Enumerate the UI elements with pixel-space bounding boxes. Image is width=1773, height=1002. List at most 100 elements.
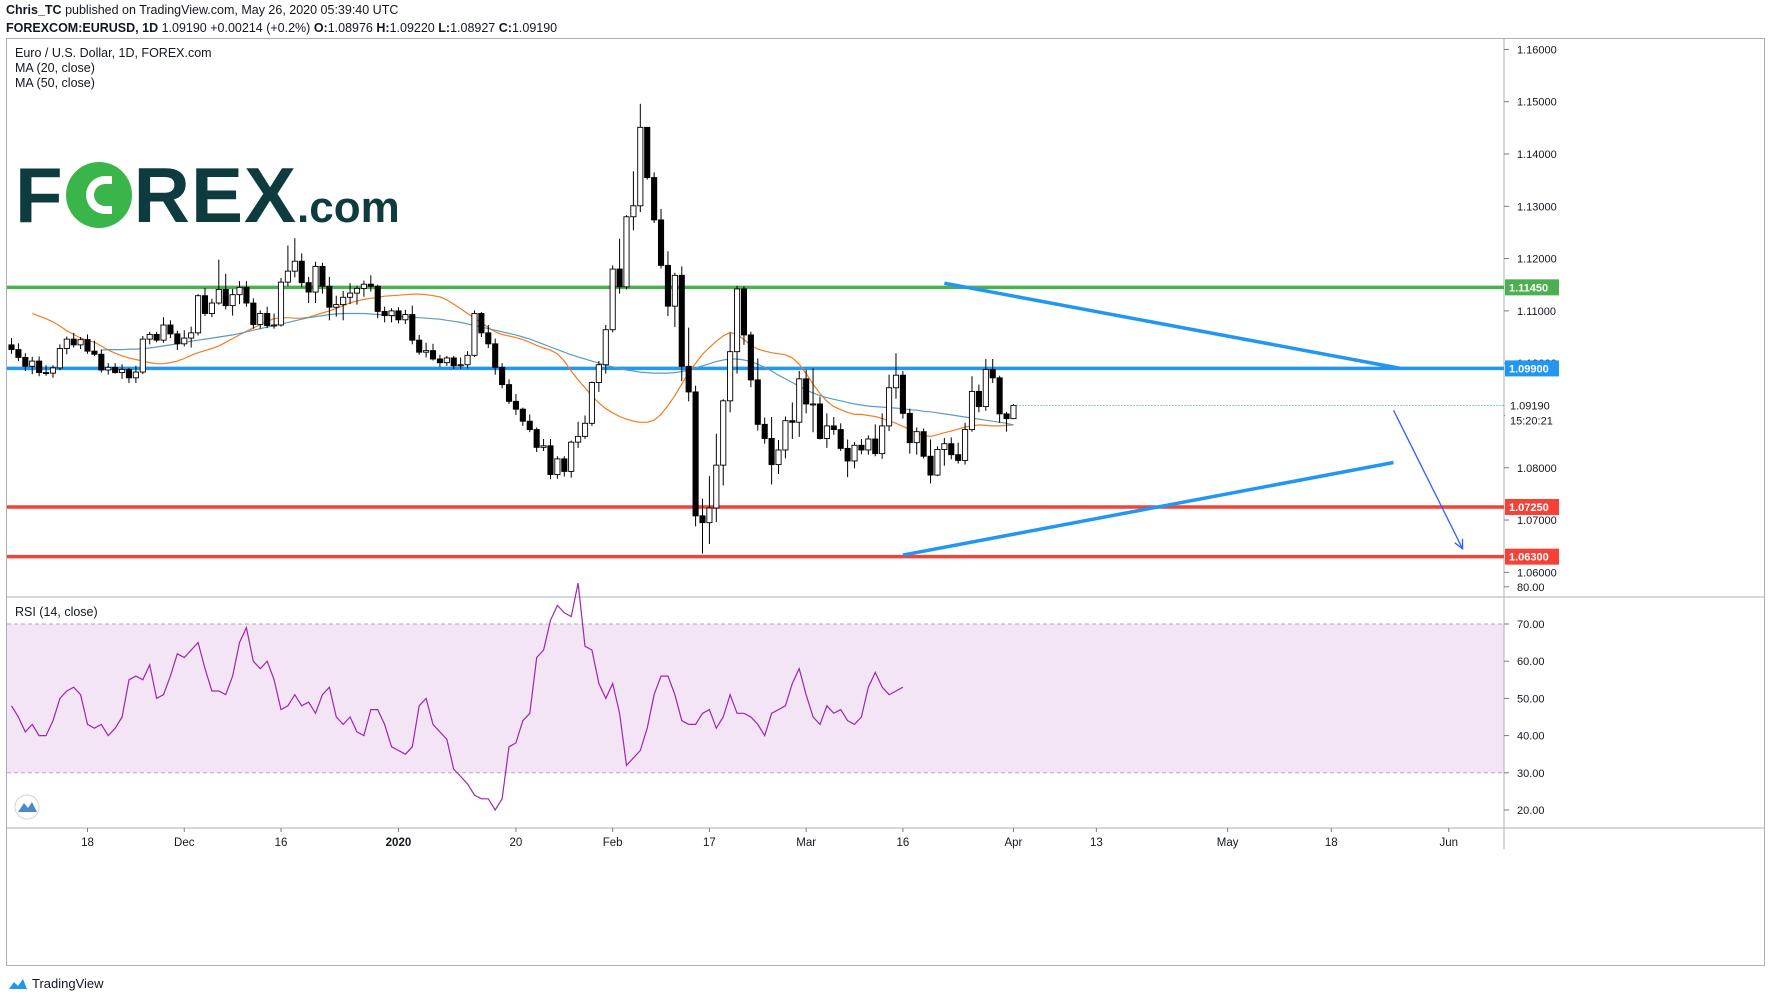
candle-up	[581, 422, 589, 437]
rsi-tick-label: 80.00	[1517, 582, 1545, 594]
candle-down	[657, 219, 665, 266]
candle-down	[651, 177, 658, 221]
candle-up	[865, 438, 872, 451]
candle-down	[644, 126, 651, 178]
candle-down	[872, 438, 879, 455]
candle-down	[429, 350, 437, 360]
candle-up	[423, 350, 430, 353]
candle-down	[975, 390, 982, 408]
candle-down	[243, 286, 250, 304]
published-text: published on TradingView.com, May 26, 20…	[65, 3, 399, 17]
level-price-label: 1.09900	[1509, 363, 1549, 375]
tv-watermark-glyph	[18, 802, 37, 812]
level-price-label: 1.06300	[1509, 552, 1549, 564]
candle-up	[236, 286, 243, 296]
candle-down	[167, 324, 174, 335]
candle-up	[823, 425, 830, 439]
last-price-label: 1.09190	[1510, 401, 1550, 413]
candle-down	[395, 310, 402, 321]
candle-up	[796, 378, 803, 423]
open-label: O:	[313, 21, 328, 35]
candle-up	[720, 400, 727, 466]
price-tick-label: 1.14000	[1517, 149, 1557, 161]
price-tick-label: 1.13000	[1517, 201, 1557, 213]
candle-up	[360, 283, 367, 289]
candle-down	[616, 268, 623, 288]
candle-up	[941, 443, 948, 450]
candle-down	[222, 288, 229, 307]
price-tick-label: 1.12000	[1517, 254, 1557, 266]
candle-down	[816, 403, 824, 439]
candle-down	[125, 368, 133, 379]
candles-group	[8, 103, 1017, 554]
upper-trendline	[944, 281, 1401, 371]
candle-down	[305, 282, 312, 293]
time-tick-label: 20	[510, 837, 523, 849]
candle-down	[91, 350, 98, 355]
candle-down	[754, 379, 761, 425]
candle-up	[568, 441, 575, 472]
candle-up	[105, 366, 112, 371]
candle-down	[906, 412, 913, 444]
candle-up	[195, 295, 202, 334]
candle-up	[388, 310, 395, 317]
candle-down	[948, 443, 955, 456]
candle-down	[43, 372, 50, 375]
price-tick-label: 1.08000	[1517, 463, 1557, 475]
candle-up	[457, 364, 464, 367]
candle-down	[505, 384, 513, 402]
level-price-label: 1.11450	[1509, 282, 1548, 294]
candle-down	[761, 423, 768, 439]
candle-down	[112, 366, 119, 374]
candle-up	[284, 270, 291, 283]
author-name[interactable]: Chris_TC	[6, 3, 62, 17]
ma50-legend[interactable]: MA (50, close)	[15, 76, 95, 90]
candle-down	[381, 310, 388, 317]
tradingview-brand: TradingView	[32, 976, 104, 991]
candle-down	[36, 360, 43, 374]
candle-up	[602, 329, 609, 366]
rsi-tick-label: 60.00	[1517, 656, 1545, 668]
last-price: 1.09190	[161, 21, 207, 35]
lower-trendline	[902, 460, 1394, 557]
candle-up	[160, 324, 167, 341]
candle-up	[229, 294, 236, 307]
candle-down	[927, 455, 934, 476]
publish-line: Chris_TC published on TradingView.com, M…	[6, 3, 398, 17]
candle-up	[402, 314, 409, 321]
candle-down	[561, 458, 568, 472]
time-tick-label: 18	[1325, 837, 1338, 849]
price-tick-label: 1.06000	[1517, 567, 1557, 579]
candle-down	[15, 349, 22, 358]
candle-up	[119, 368, 126, 374]
candle-down	[899, 374, 906, 414]
chart-frame[interactable]	[6, 38, 1765, 966]
candle-up	[29, 360, 36, 367]
candle-down	[367, 283, 374, 287]
candle-down	[920, 431, 927, 457]
candle-down	[485, 332, 492, 345]
tradingview-footer[interactable]: TradingView	[8, 976, 104, 991]
candle-down	[8, 344, 15, 351]
candle-down	[685, 365, 692, 393]
level-price-label: 1.07250	[1509, 502, 1549, 514]
candle-down	[450, 357, 457, 367]
candle-up	[609, 268, 616, 331]
candle-up	[540, 445, 547, 448]
time-tick-label: 13	[1090, 837, 1103, 849]
time-tick-label: Apr	[1004, 837, 1022, 849]
rsi-legend[interactable]: RSI (14, close)	[15, 605, 98, 619]
candle-up	[1010, 405, 1017, 420]
ma20-legend[interactable]: MA (20, close)	[15, 61, 95, 75]
high-value: 1.09220	[389, 21, 435, 35]
candle-down	[436, 358, 443, 364]
logo-o-icon	[65, 162, 132, 228]
candle-down	[499, 366, 506, 386]
low-value: 1.08927	[450, 21, 496, 35]
candle-down	[844, 447, 851, 462]
candle-up	[63, 338, 70, 349]
candle-down	[326, 285, 333, 308]
candle-up	[208, 302, 215, 314]
ohlc-line: FOREXCOM:EURUSD, 1D 1.09190 +0.00214 (+0…	[6, 21, 557, 35]
